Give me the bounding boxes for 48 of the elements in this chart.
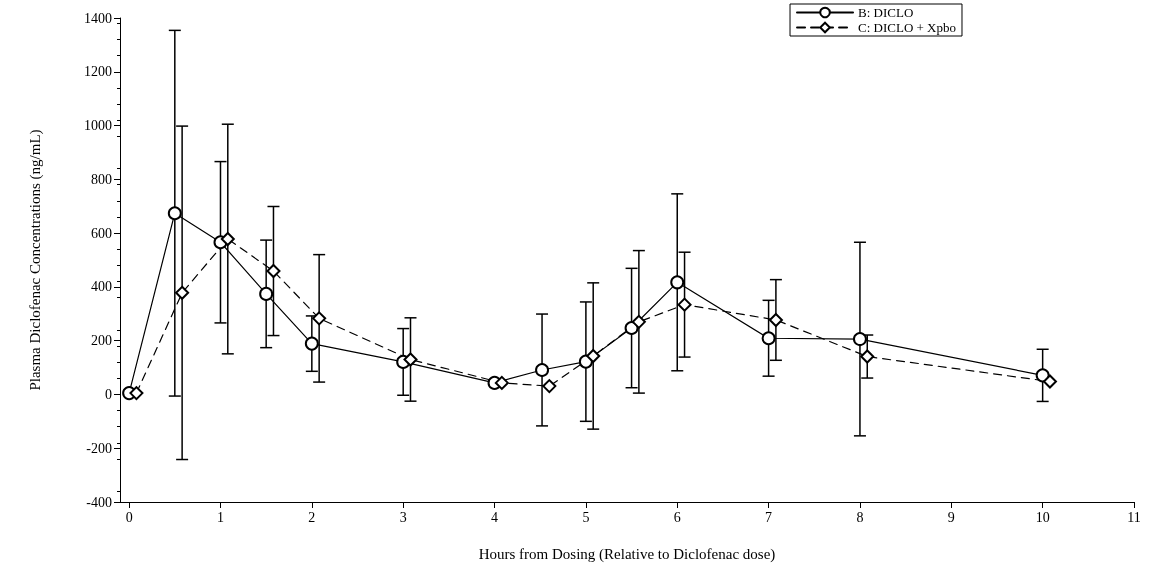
x-axis-title: Hours from Dosing (Relative to Diclofenac dose) — [478, 545, 776, 563]
point — [535, 362, 550, 377]
x-tick-label: 6 — [673, 509, 681, 525]
point — [1042, 374, 1057, 389]
x-tick-label: 10 — [1035, 509, 1050, 525]
x-tick-label: 9 — [947, 509, 955, 525]
point — [677, 297, 692, 312]
y-axis-title: Plasma Diclofenac Concentrations (ng/mL) — [26, 129, 44, 391]
y-tick-label: 400 — [91, 279, 112, 295]
x-tick-label: 3 — [399, 509, 407, 525]
x-tick-label: 7 — [765, 509, 773, 525]
point — [167, 206, 182, 221]
y-tick-label: 1200 — [84, 64, 112, 80]
y-tick-label: 1000 — [84, 118, 112, 134]
legend-label: C: DICLO + Xpbo — [858, 20, 957, 35]
point — [631, 314, 646, 329]
point — [220, 232, 235, 247]
point — [403, 352, 418, 367]
y-tick-label: 1400 — [84, 10, 112, 26]
point — [852, 332, 867, 347]
point — [259, 286, 274, 301]
point — [542, 379, 557, 394]
y-tick-label: 200 — [91, 333, 112, 349]
point — [768, 312, 783, 327]
y-tick-label: 0 — [105, 386, 112, 402]
point — [860, 349, 875, 364]
y-tick-label: -400 — [86, 494, 112, 510]
x-tick-label: 0 — [125, 509, 133, 525]
point — [266, 264, 281, 279]
x-tick-label: 1 — [216, 509, 224, 525]
point — [761, 331, 776, 346]
y-tick-label: -200 — [86, 440, 112, 456]
x-tick-label: 11 — [1127, 509, 1141, 525]
x-tick-label: 4 — [491, 509, 499, 525]
point — [494, 375, 509, 390]
point — [586, 348, 601, 363]
point — [1035, 368, 1050, 383]
x-tick-label: 2 — [308, 509, 316, 525]
y-tick-label: 600 — [91, 225, 112, 241]
legend-label: B: DICLO — [858, 5, 914, 20]
point — [304, 336, 319, 351]
y-tick-label: 800 — [91, 171, 112, 187]
x-tick-label: 5 — [582, 509, 590, 525]
point — [312, 311, 327, 326]
point — [129, 386, 144, 401]
point — [670, 275, 685, 290]
point — [175, 285, 190, 300]
x-tick-label: 8 — [856, 509, 864, 525]
